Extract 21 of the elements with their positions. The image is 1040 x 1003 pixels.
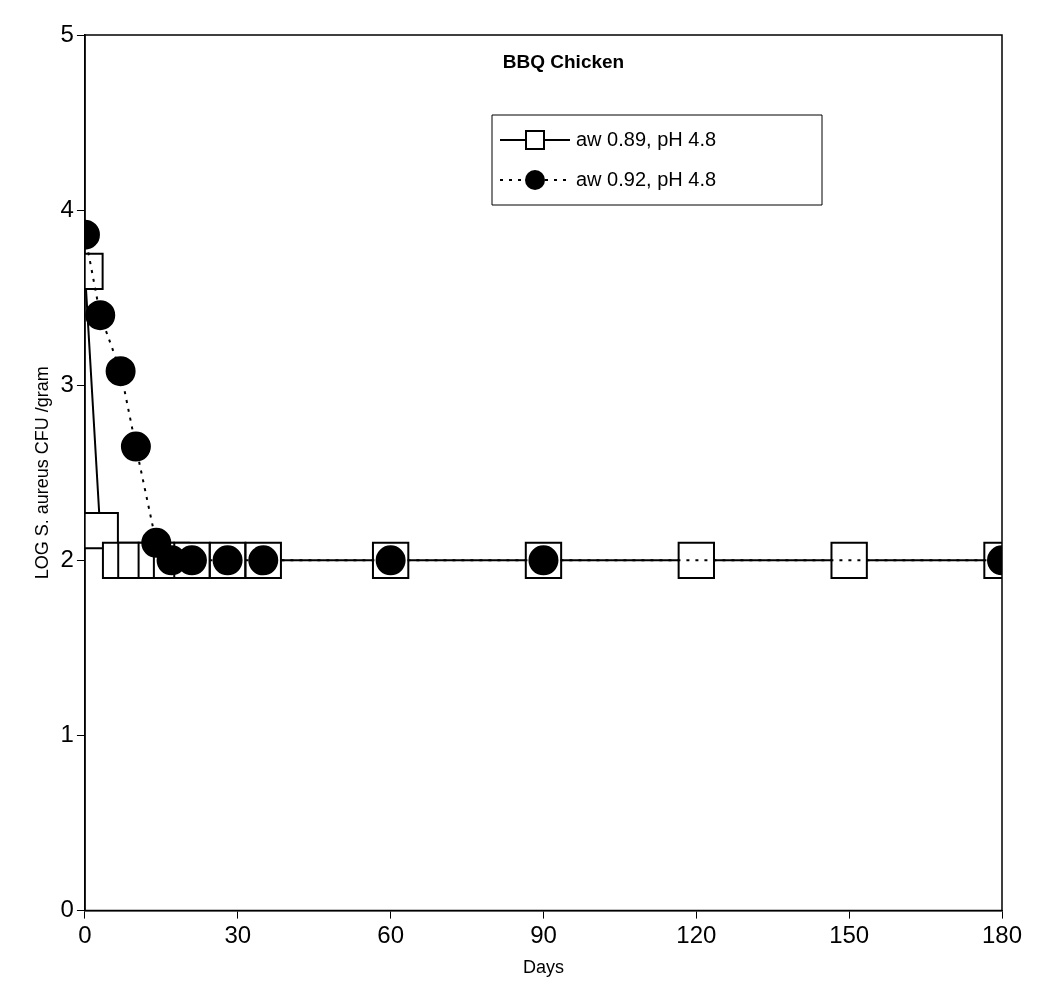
point: [85, 300, 116, 331]
y-tick-label: 5: [60, 19, 74, 47]
y-tick-label: 0: [60, 895, 74, 923]
y-tick-label: 1: [60, 720, 74, 748]
legend-label: aw 0.92, pH 4.8: [576, 167, 717, 190]
x-tick-label: 120: [676, 920, 717, 948]
y-axis-title: LOG S. aureus CFU /gram: [31, 366, 52, 580]
x-tick-label: 0: [78, 920, 92, 948]
x-tick-label: 60: [377, 920, 404, 948]
x-axis-title: Days: [522, 957, 564, 978]
text: BBQ Chicken: [502, 50, 625, 72]
x-tick-label: 180: [981, 920, 1023, 948]
point: [120, 431, 151, 462]
y-tick-label: 3: [60, 369, 74, 397]
y-tick-label: 4: [60, 194, 74, 222]
point: [105, 356, 136, 387]
legend-label: aw 0.89, pH 4.8: [576, 127, 717, 150]
x-tick-label: 90: [530, 920, 557, 948]
x-tick-label: 30: [224, 920, 252, 948]
x-tick-label: 150: [829, 920, 870, 948]
y-tick-label: 2: [60, 544, 74, 572]
